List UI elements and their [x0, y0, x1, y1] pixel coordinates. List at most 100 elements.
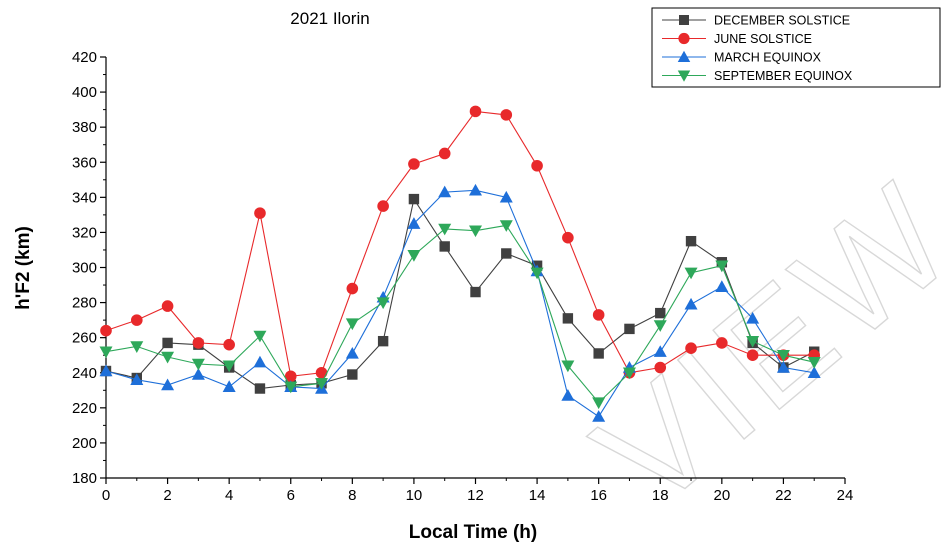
chart-title: 2021 Ilorin	[290, 9, 369, 28]
y-axis-title: h'F2 (km)	[13, 226, 34, 310]
data-point	[469, 105, 482, 118]
x-axis-title: Local Time (h)	[409, 522, 537, 543]
data-point	[622, 367, 636, 380]
legend-marker	[678, 32, 690, 45]
legend-box	[651, 7, 941, 88]
data-point	[376, 297, 390, 310]
data-point	[592, 397, 606, 410]
data-point	[684, 267, 698, 280]
data-point	[130, 314, 143, 326]
data-point	[654, 361, 667, 374]
data-point	[253, 330, 267, 343]
series-line	[105, 224, 815, 404]
data-point	[347, 369, 358, 380]
data-point	[345, 346, 359, 359]
legend-marker	[677, 50, 691, 62]
data-point	[192, 337, 205, 349]
y-tick-label: 260	[72, 330, 97, 347]
data-point	[99, 346, 113, 359]
data-point	[315, 378, 329, 390]
legend-label: JUNE SOLSTICE	[714, 32, 812, 46]
legend: DECEMBER SOLSTICE JUNE SOLSTICE MARCH EQUI…	[651, 7, 941, 88]
data-point	[470, 286, 481, 298]
data-point	[562, 313, 574, 324]
data-point	[439, 241, 450, 252]
y-tick-label: 200	[72, 435, 97, 452]
data-point	[162, 337, 173, 349]
series-line	[105, 189, 815, 418]
data-point	[408, 158, 420, 170]
data-point	[776, 360, 790, 373]
legend-item: JUNE SOLSTICE	[662, 32, 812, 46]
series-layer	[99, 105, 821, 422]
data-point	[253, 355, 267, 368]
y-tick-label: 320	[72, 224, 97, 241]
data-point	[130, 341, 144, 353]
x-tick-label: 14	[529, 487, 546, 504]
data-point	[438, 185, 452, 198]
data-point	[161, 351, 175, 364]
data-point	[500, 109, 513, 121]
x-tick-label: 10	[406, 487, 423, 504]
data-point	[161, 300, 174, 312]
data-point	[99, 364, 113, 377]
y-tick-label: 340	[72, 189, 97, 206]
x-tick-label: 12	[467, 487, 484, 504]
x-tick-label: 18	[652, 487, 669, 504]
data-point	[438, 147, 451, 160]
data-point	[469, 183, 482, 196]
data-point	[655, 307, 666, 319]
legend-label: MARCH EQUINOX	[714, 51, 822, 65]
axes: 1802002202402602803003203403603804004200…	[72, 49, 853, 504]
x-tick-label: 2	[163, 487, 171, 504]
data-point	[191, 368, 205, 380]
series-triangle-down	[99, 220, 821, 410]
data-point	[499, 220, 513, 232]
legend-marker	[679, 15, 689, 25]
data-point	[807, 366, 821, 378]
x-tick-label: 8	[348, 487, 356, 504]
x-tick-label: 6	[287, 487, 295, 504]
data-point	[807, 357, 821, 369]
x-tick-label: 16	[590, 487, 607, 504]
data-point	[284, 381, 298, 394]
data-point	[284, 370, 297, 383]
data-point	[377, 335, 389, 347]
data-point	[407, 250, 421, 262]
data-point	[715, 280, 729, 292]
data-point	[223, 338, 235, 351]
y-tick-label: 220	[72, 400, 97, 417]
data-point	[716, 337, 728, 349]
legend-item: MARCH EQUINOX	[662, 51, 822, 65]
data-point	[746, 335, 760, 348]
x-tick-label: 22	[775, 487, 792, 504]
y-tick-label: 180	[72, 470, 97, 487]
y-tick-label: 420	[72, 49, 97, 66]
data-point	[746, 311, 760, 324]
data-point	[776, 350, 790, 362]
legend-marker	[677, 70, 691, 82]
data-point	[222, 360, 236, 373]
legend-item: SEPTEMBER EQUINOX	[662, 69, 853, 83]
data-point	[592, 410, 606, 422]
legend-label: DECEMBER SOLSTICE	[714, 14, 850, 28]
data-point	[531, 159, 543, 172]
data-point	[684, 297, 698, 310]
data-point	[685, 235, 697, 247]
data-point	[501, 248, 512, 259]
data-point	[624, 323, 635, 335]
data-point	[561, 389, 575, 401]
data-point	[685, 342, 697, 354]
data-point	[561, 360, 575, 373]
x-tick-label: 20	[713, 487, 730, 504]
data-point	[715, 260, 729, 273]
data-point	[592, 309, 605, 321]
y-tick-label: 280	[72, 295, 97, 312]
data-point	[438, 223, 452, 236]
data-point	[100, 324, 112, 337]
data-point	[530, 267, 544, 280]
data-point	[653, 345, 667, 357]
series-triangle-up	[99, 183, 821, 422]
data-point	[593, 348, 604, 359]
